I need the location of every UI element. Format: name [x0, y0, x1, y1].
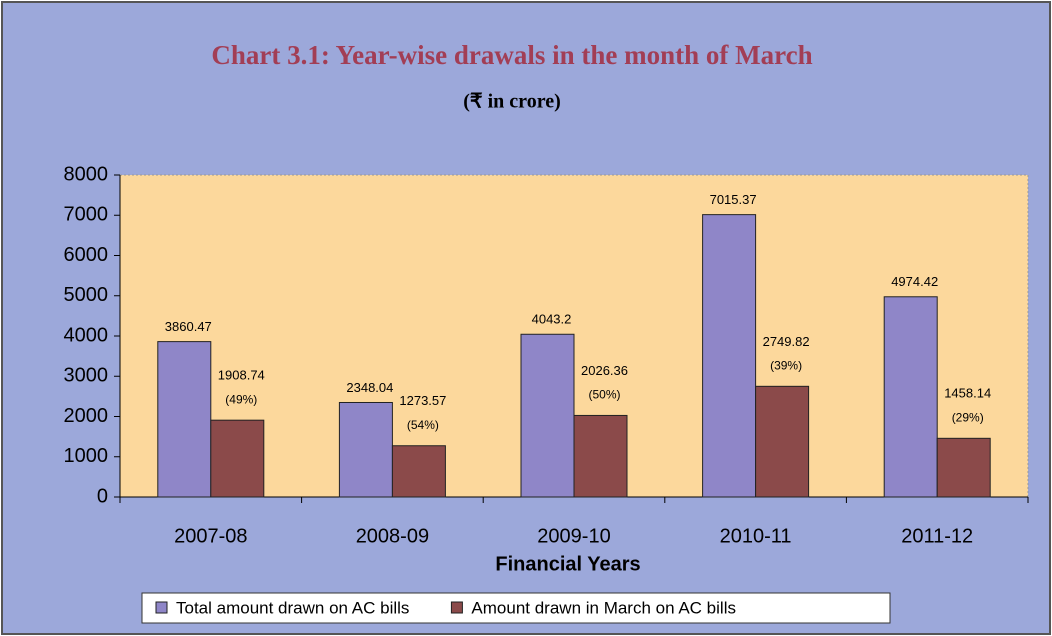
y-tick-label: 2000: [64, 405, 109, 427]
bar: [936, 437, 991, 498]
legend-swatch: [155, 601, 168, 614]
bar: [573, 414, 628, 498]
x-tick-label: 2011-12: [901, 525, 973, 547]
y-tick-label: 5000: [64, 284, 109, 306]
y-tick-label: 6000: [64, 244, 109, 266]
legend-swatch: [450, 601, 463, 614]
percent-label: (29%): [952, 410, 984, 424]
legend-label: Total amount drawn on AC bills: [176, 598, 409, 617]
y-tick-label: 7000: [64, 204, 109, 226]
value-label: 2749.82: [763, 334, 810, 349]
percent-label: (50%): [588, 388, 620, 402]
bar: [520, 333, 575, 498]
bar: [338, 401, 393, 498]
percent-label: (39%): [770, 358, 802, 372]
y-tick-label: 4000: [64, 324, 109, 346]
chart-title: Chart 3.1: Year-wise drawals in the mont…: [211, 40, 812, 70]
legend-label: Amount drawn in March on AC bills: [471, 598, 736, 617]
value-label: 2026.36: [581, 363, 628, 378]
value-label: 7015.37: [710, 192, 757, 207]
x-tick-label: 2007-08: [174, 525, 247, 547]
bar: [702, 214, 757, 498]
value-label: 2348.04: [346, 380, 393, 395]
y-tick-label: 3000: [64, 365, 109, 387]
bar: [391, 445, 446, 498]
x-tick-label: 2010-11: [720, 525, 792, 547]
percent-label: (49%): [225, 392, 257, 406]
percent-label: (54%): [407, 418, 439, 432]
y-tick-label: 0: [97, 485, 108, 507]
legend-box: [141, 592, 891, 624]
bar: [157, 341, 212, 498]
y-tick-label: 1000: [64, 445, 109, 467]
value-label: 4974.42: [891, 274, 938, 289]
y-tick-label: 8000: [64, 163, 109, 185]
value-label: 1908.74: [218, 368, 265, 383]
x-tick-label: 2008-09: [356, 525, 429, 547]
bar: [755, 385, 810, 498]
value-label: 1273.57: [399, 393, 446, 408]
bar: [883, 296, 938, 498]
value-label: 1458.14: [944, 386, 991, 401]
value-label: 3860.47: [165, 319, 212, 334]
bar: [210, 419, 265, 498]
chart-subtitle: (₹ in crore): [463, 91, 561, 113]
value-label: 4043.2: [532, 312, 572, 327]
x-tick-label: 2009-10: [537, 525, 610, 547]
x-axis-label: Financial Years: [495, 553, 640, 575]
